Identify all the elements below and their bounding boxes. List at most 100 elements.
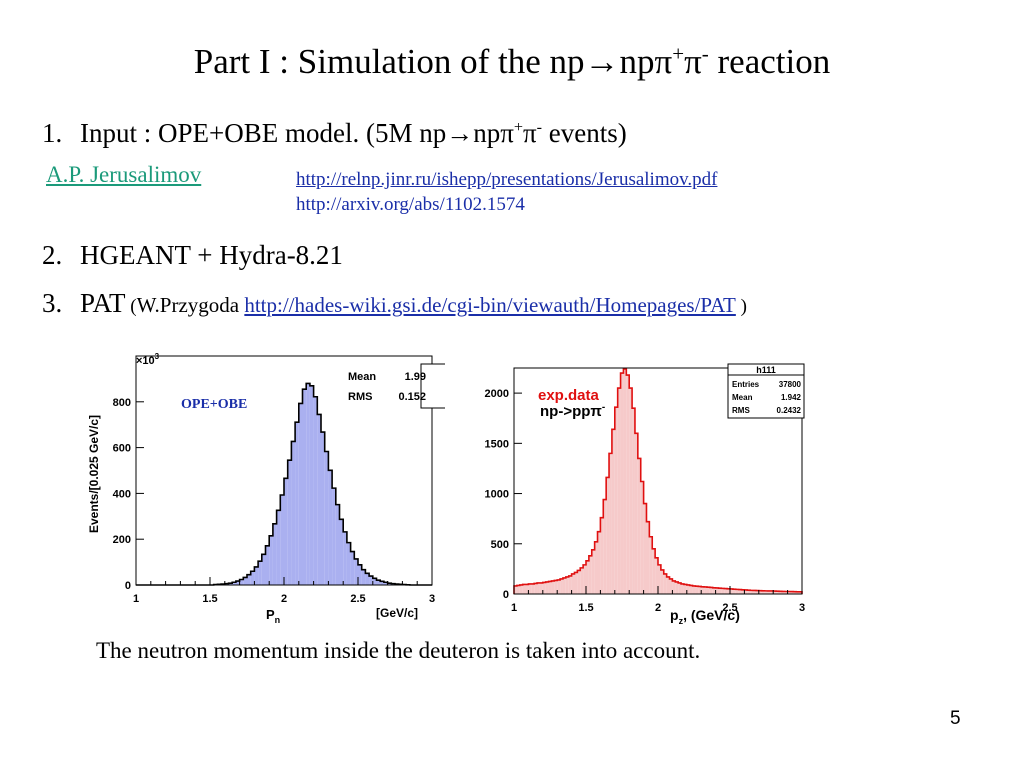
right-hist-xtick-label: 1.5	[578, 602, 593, 614]
right-hist-bar	[721, 588, 725, 594]
left-hist-bar	[239, 579, 244, 585]
right-hist-bar	[586, 560, 589, 594]
right-hist-bar	[732, 589, 736, 594]
right-hist-bar	[562, 577, 566, 594]
right-hist-bar	[574, 572, 578, 594]
left-hist-bar	[232, 582, 236, 585]
right-histogram: 1 1.5 2 2.5 3 0 500 1000 1500 2000 h111 Entries 3…	[485, 363, 805, 626]
left-hist-xtick-label: 2	[281, 593, 287, 605]
left-hist-ytick-label: 400	[113, 488, 131, 500]
pat-link[interactable]: http://hades-wiki.gsi.de/cgi-bin/viewaut…	[244, 293, 736, 317]
left-hist-bar	[346, 542, 351, 585]
right-hist-bar	[701, 586, 705, 594]
right-hist-bar	[724, 588, 728, 594]
caption: The neutron momentum inside the deuteron…	[96, 638, 701, 663]
right-stats-entries-label: Entries	[732, 380, 760, 389]
right-hist-bar	[617, 388, 621, 594]
right-hist-bar	[606, 477, 610, 594]
right-hist-bar	[623, 369, 627, 594]
right-hist-bar	[646, 521, 650, 594]
right-hist-bar	[778, 591, 782, 594]
left-hist-bar	[350, 551, 355, 585]
right-hist-ytick-label: 1500	[485, 438, 509, 450]
right-hist-bar	[793, 591, 797, 594]
right-hist-bar	[773, 591, 777, 594]
right-hist-bar	[689, 585, 693, 594]
right-hist-bar	[528, 583, 532, 594]
left-hist-bar	[313, 396, 318, 585]
left-hist-bar	[243, 577, 247, 585]
right-hist-outline	[513, 368, 803, 594]
left-hist-bar	[269, 535, 273, 585]
right-stats-mean-value: 1.942	[781, 393, 802, 402]
right-hist-bar	[781, 591, 785, 594]
left-hist-bar	[376, 580, 381, 585]
right-hist-bar	[643, 503, 647, 594]
left-hist-bar	[280, 495, 284, 585]
left-hist-bar	[302, 389, 307, 585]
right-hist-bar	[784, 591, 788, 594]
right-hist-bar	[583, 564, 586, 594]
right-hist-bar	[614, 407, 618, 594]
right-hist-bar	[609, 453, 612, 594]
right-hist-bar	[753, 590, 756, 594]
right-hist-bar	[678, 582, 682, 594]
right-hist-bar	[799, 591, 802, 594]
right-hist-bar	[718, 588, 722, 594]
right-hist-bar	[551, 580, 555, 594]
left-hist-bar	[358, 564, 362, 585]
right-exp-label: exp.data	[538, 387, 600, 404]
right-hist-bar	[658, 564, 661, 594]
left-hist-bar	[387, 583, 392, 585]
left-hist-bar	[309, 385, 314, 585]
right-stats-entries-value: 37800	[779, 380, 802, 389]
slide-title: Part I : Simulation of the np→npπ+π- rea…	[193, 41, 831, 81]
left-hist-bar	[284, 478, 288, 585]
jinr-link[interactable]: http://relnp.jinr.ru/ishepp/presentation…	[296, 169, 718, 190]
right-hist-bar	[669, 578, 673, 594]
right-hist-bar	[666, 576, 670, 594]
right-hist-bar	[730, 588, 733, 594]
right-hist-ytick-label: 1000	[485, 489, 509, 501]
left-stats-mean-value: 1.99	[405, 371, 426, 383]
left-ylabel: Events/[0.025 GeV/c]	[87, 415, 101, 533]
left-hist-bar	[328, 470, 333, 585]
right-stats-box	[727, 363, 805, 419]
left-hist-bar	[235, 581, 240, 585]
right-hist-bar	[637, 458, 641, 594]
left-hist-bar	[343, 531, 347, 585]
left-hist-ytick-label: 600	[113, 443, 131, 455]
author-link[interactable]: A.P. Jerusalimov	[46, 162, 202, 187]
right-hist-xtick-label: 1	[511, 602, 517, 614]
left-hist-bar	[306, 383, 310, 585]
left-hist-bar	[339, 519, 344, 585]
left-hist-bar	[335, 504, 340, 585]
right-hist-ytick-label: 500	[491, 539, 509, 551]
right-hist-bar	[560, 578, 563, 594]
left-xunit: [GeV/c]	[376, 606, 418, 620]
left-hist-xtick-label: 1	[133, 593, 139, 605]
right-hist-bar	[727, 588, 730, 594]
item-1: 1. Input : OPE+OBE model. (5M np→npπ+π- e…	[42, 118, 627, 148]
item-3: 3. PAT (W.Przygoda http://hades-wiki.gsi.…	[42, 288, 747, 318]
right-hist-bar	[770, 590, 774, 594]
right-hist-bar	[683, 584, 687, 594]
right-stats-mean-label: Mean	[732, 393, 753, 402]
right-hist-bars	[513, 368, 803, 594]
right-hist-bar	[640, 481, 644, 594]
right-hist-bar	[767, 590, 771, 594]
right-hist-bar	[796, 591, 800, 594]
right-hist-bar	[692, 585, 696, 594]
right-hist-bar	[706, 587, 710, 594]
left-hist-bar	[365, 573, 370, 585]
right-hist-bar	[764, 590, 768, 594]
left-hist-bar	[258, 561, 262, 585]
left-hist-bar	[324, 451, 329, 585]
right-hist-bar	[611, 429, 615, 594]
right-reaction-label: np->ppπ-	[540, 402, 605, 420]
left-hist-bar	[317, 414, 321, 585]
right-hist-bar	[649, 536, 653, 594]
right-hist-bar	[715, 587, 719, 594]
right-hist-bar	[571, 573, 575, 594]
left-hist-bar	[321, 432, 325, 585]
